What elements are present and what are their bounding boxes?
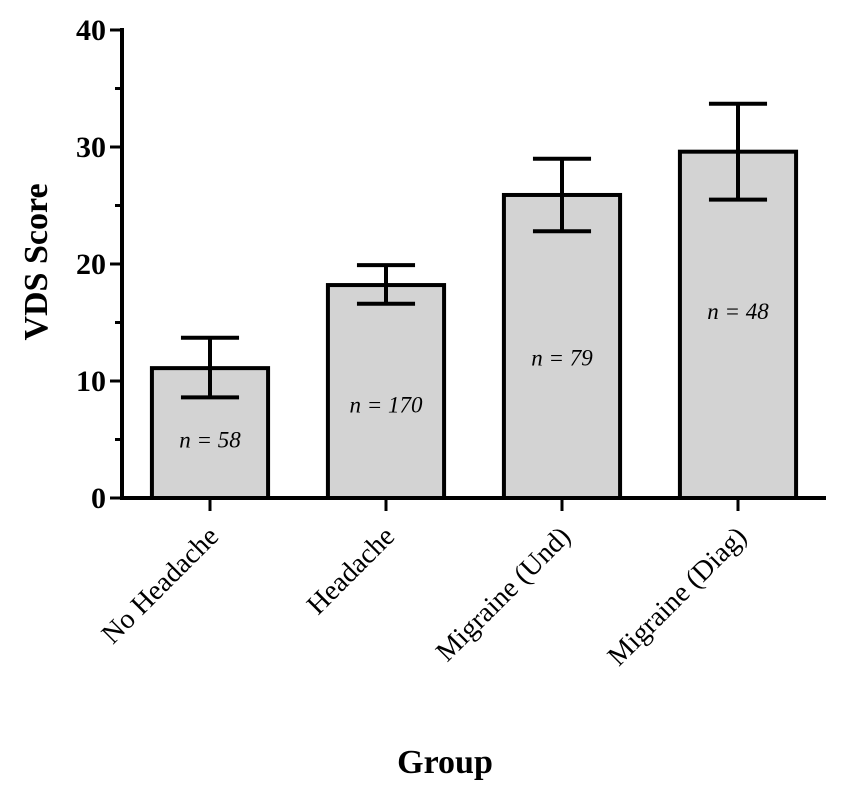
sample-size-label-1: n = 170 xyxy=(349,392,423,417)
x-tick-label-1: Headache xyxy=(301,521,401,621)
y-tick-label-20: 20 xyxy=(76,248,106,281)
x-tick-label-0: No Headache xyxy=(96,521,225,650)
bars-layer xyxy=(149,149,799,500)
y-axis-title: VDS Score xyxy=(18,183,55,340)
x-axis-title: Group xyxy=(397,744,493,781)
bar-3 xyxy=(677,149,799,500)
x-tick-label-2: Migraine (Und) xyxy=(430,521,577,668)
annotations-layer: n = 58 n = 170 n = 79 n = 48 xyxy=(179,299,769,453)
y-tick-label-0: 0 xyxy=(91,482,106,515)
y-tick-label-40: 40 xyxy=(76,14,106,47)
y-tick-label-10: 10 xyxy=(76,365,106,398)
x-tick-label-3: Migraine (Diag) xyxy=(602,521,753,672)
sample-size-label-2: n = 79 xyxy=(531,346,593,371)
bar-1 xyxy=(325,283,447,500)
error-bars-layer xyxy=(180,101,768,400)
y-tick-label-30: 30 xyxy=(76,131,106,164)
sample-size-label-0: n = 58 xyxy=(179,428,241,453)
sample-size-label-3: n = 48 xyxy=(707,299,769,324)
